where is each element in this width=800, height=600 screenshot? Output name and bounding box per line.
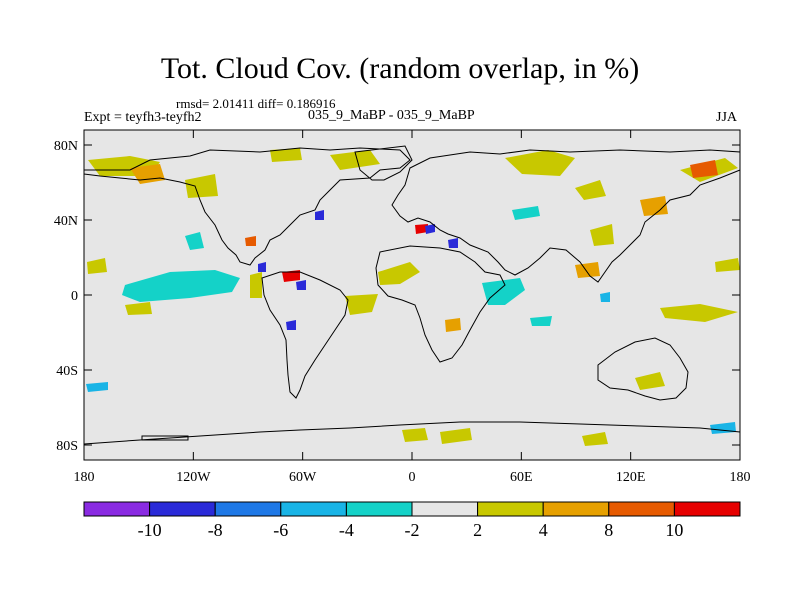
anomaly-patch — [345, 294, 378, 315]
lon-tick-label: 120W — [176, 470, 211, 485]
anomaly-patch — [512, 206, 540, 220]
anomaly-patch — [245, 236, 256, 246]
anomaly-patch — [530, 316, 552, 326]
colorbar-swatch — [214, 501, 282, 517]
anomaly-patch — [125, 302, 152, 315]
season-label: JJA — [716, 110, 738, 125]
anomaly-patch — [330, 150, 380, 170]
colorbar-label: -4 — [339, 520, 354, 540]
colorbar-swatch — [280, 501, 347, 517]
colorbar-label: 8 — [604, 520, 613, 540]
anomaly-patch — [122, 270, 240, 302]
anomaly-patch — [590, 224, 614, 246]
anomaly-field — [86, 148, 740, 446]
map-axes: 180 120W 60W 0 60E 120E 180 80N 40N 0 40S 80S — [54, 130, 751, 485]
anomaly-patch — [130, 164, 165, 184]
lat-tick-label: 80N — [54, 139, 78, 154]
lon-tick-label: 120E — [616, 470, 646, 485]
colorbar-label: -6 — [273, 520, 288, 540]
africa-coast — [375, 245, 506, 363]
eurasia-coast — [391, 149, 741, 283]
anomaly-patch — [482, 278, 525, 305]
north-america-coast — [83, 147, 411, 266]
lon-tick-label: 180 — [74, 470, 95, 485]
anomaly-patch — [258, 262, 266, 272]
anomaly-patch — [448, 238, 458, 248]
lat-tick-label: 40N — [54, 214, 78, 229]
anomaly-patch — [445, 318, 461, 332]
colorbar-label: -2 — [405, 520, 420, 540]
experiment-label: Expt = teyfh3-teyfh2 — [84, 110, 202, 125]
rmsd-diff-stats: rmsd= 2.01411 diff= 0.186916 — [176, 96, 336, 111]
anomaly-patch — [402, 428, 428, 442]
anomaly-patch — [87, 258, 107, 274]
anomaly-patch — [296, 280, 306, 290]
antarctica-coast — [83, 421, 741, 445]
colorbar-label: 4 — [539, 520, 548, 540]
anomaly-patch — [185, 232, 204, 250]
greenland-coast — [354, 145, 413, 181]
anomaly-patch — [440, 428, 472, 444]
anomaly-patch — [282, 270, 300, 282]
run-comparison-label: 035_9_MaBP - 035_9_MaBP — [308, 108, 475, 123]
colorbar-swatch — [608, 501, 675, 517]
plot-title: Tot. Cloud Cov. (random overlap, in %) — [160, 52, 640, 85]
colorbar-label: 10 — [665, 520, 683, 540]
anomaly-patch — [635, 372, 665, 390]
lon-tick-label: 180 — [730, 470, 751, 485]
anomaly-patch — [582, 432, 608, 446]
anomaly-patch — [575, 180, 606, 200]
anomaly-patch — [505, 150, 575, 176]
lat-tick-label: 80S — [56, 439, 78, 454]
south-america-coast — [261, 271, 349, 399]
colorbar-swatch — [673, 501, 741, 517]
anomaly-patch — [715, 258, 740, 272]
anomaly-patch — [425, 224, 435, 234]
lon-tick-label: 60E — [510, 470, 533, 485]
anomaly-patch — [315, 210, 324, 220]
colorbar-swatch — [345, 501, 413, 517]
anomaly-patch — [575, 262, 600, 278]
lon-tick-label: 60W — [289, 470, 317, 485]
anomaly-patch — [690, 160, 718, 178]
lat-tick-label: 40S — [56, 364, 78, 379]
colorbar-label: -10 — [138, 520, 162, 540]
colorbar-swatch — [149, 501, 216, 517]
anomaly-patch — [86, 382, 108, 392]
lon-tick-label: 0 — [409, 470, 416, 485]
colorbar-swatch — [542, 501, 610, 517]
australia-coast — [597, 337, 689, 401]
colorbar: -10 -8 -6 -4 -2 2 4 8 10 — [83, 501, 741, 540]
anomaly-patch — [250, 272, 262, 298]
anomaly-patch — [640, 196, 668, 216]
lat-tick-label: 0 — [71, 289, 78, 304]
colorbar-swatch — [83, 501, 151, 517]
anomaly-patch — [286, 320, 296, 330]
colorbar-label: -8 — [208, 520, 223, 540]
coastlines — [83, 145, 741, 445]
anomaly-patch — [185, 174, 218, 198]
anomaly-patch — [660, 304, 738, 322]
colorbar-swatch — [411, 501, 479, 517]
anomaly-patch — [270, 148, 302, 162]
anomaly-patch — [600, 292, 610, 302]
colorbar-label: 2 — [473, 520, 482, 540]
anomaly-patch — [415, 224, 428, 234]
anomaly-patch — [378, 262, 420, 285]
colorbar-swatch — [477, 501, 544, 517]
ross-ice-shelf — [141, 435, 189, 441]
